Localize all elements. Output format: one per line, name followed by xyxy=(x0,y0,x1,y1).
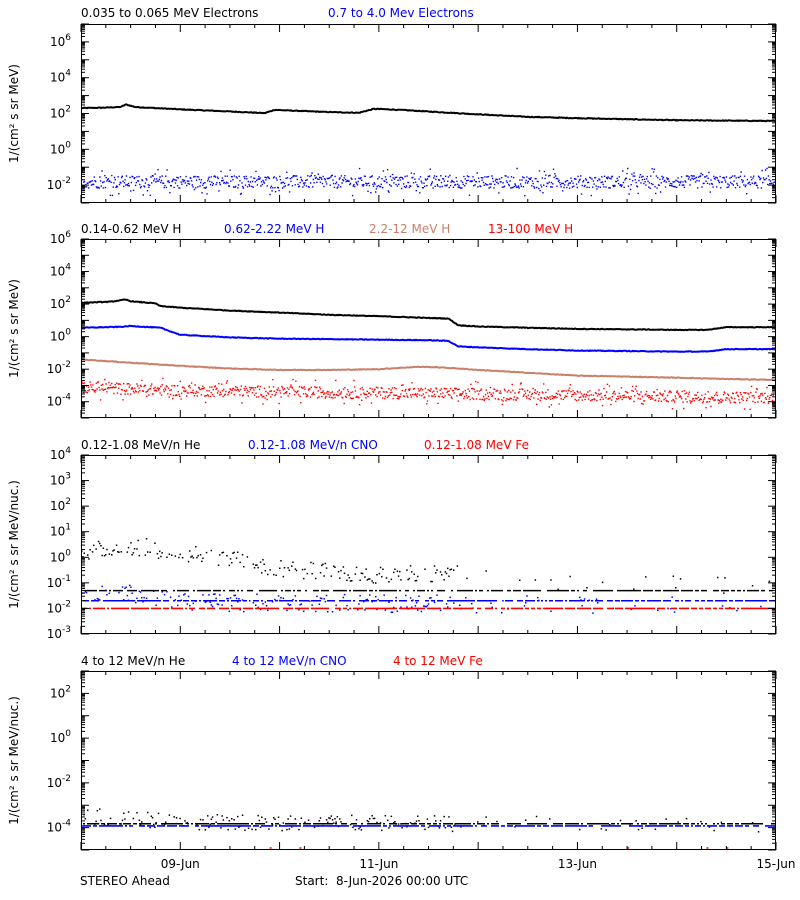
y-axis-label: 1/(cm² s sr MeV/nuc.) xyxy=(7,480,21,609)
y-tick-label: 102 xyxy=(50,684,71,700)
legend-entry: 4 to 12 MeV/n CNO xyxy=(232,654,347,668)
series-0-7-to-4-0-mev-electrons xyxy=(81,167,776,197)
legend-entry: 0.035 to 0.065 MeV Electrons xyxy=(81,6,258,20)
footer-start-time: Start: 8-Jun-2026 00:00 UTC xyxy=(295,874,469,888)
y-tick-label: 10-3 xyxy=(47,625,71,641)
panel-4: 10-4 10-2 100 102 1/(cm² s sr MeV/nuc.) 4 to … xyxy=(7,654,777,851)
y-axis-label: 1/(cm² s sr MeV) xyxy=(7,279,21,378)
y-tick-label: 103 xyxy=(50,472,71,488)
legend-entry: 0.14-0.62 MeV H xyxy=(81,222,181,236)
y-tick-label: 106 xyxy=(50,230,71,246)
y-tick-label: 100 xyxy=(50,140,71,156)
y-tick-label: 106 xyxy=(50,33,71,49)
series-0-12-1-08-mev-n-he xyxy=(81,538,776,594)
series-0-14-0-62-mev-h xyxy=(81,298,776,332)
legend-entry: 4 to 12 MeV Fe xyxy=(393,654,483,668)
y-tick-label: 102 xyxy=(50,295,71,311)
series-4-to-12-mev-n-he xyxy=(83,808,776,833)
y-tick-label: 102 xyxy=(50,497,71,513)
y-axis-label: 1/(cm² s sr MeV) xyxy=(7,64,21,163)
y-tick-label: 100 xyxy=(50,328,71,344)
panel-2: 10-4 10-2 100 102 104 106 1/(cm² s sr MeV) 0.14… xyxy=(7,222,777,419)
footer-spacecraft: STEREO Ahead xyxy=(80,874,170,888)
legend-entry: 0.7 to 4.0 Mev Electrons xyxy=(328,6,474,20)
panel-4-series xyxy=(81,808,776,849)
y-tick-label: 10-2 xyxy=(47,360,71,376)
panel-2-series xyxy=(81,298,776,410)
legend-entry: 0.12-1.08 MeV Fe xyxy=(424,438,529,452)
y-tick-label: 104 xyxy=(50,263,71,279)
legend-entry: 0.62-2.22 MeV H xyxy=(224,222,324,236)
legend-entry: 0.12-1.08 MeV/n CNO xyxy=(248,438,378,452)
y-tick-label: 102 xyxy=(50,105,71,121)
y-tick-label: 104 xyxy=(50,446,71,462)
y-tick-label: 10-2 xyxy=(47,176,71,192)
y-tick-label: 100 xyxy=(50,548,71,564)
x-tick-label: 09-Jun xyxy=(161,857,200,871)
panel-3-series xyxy=(81,538,776,614)
panel-1-series xyxy=(81,103,776,197)
series-0-62-2-22-mev-h xyxy=(81,324,776,353)
y-tick-label: 104 xyxy=(50,69,71,85)
y-tick-label: 10-4 xyxy=(47,819,72,835)
series-2-2-12-mev-h xyxy=(81,358,776,382)
panel-3: 10-3 10-2 10-1 100 101 102 103 104 1/(cm² s sr M… xyxy=(7,438,777,641)
series-0-035-to-0-065-mev-electrons xyxy=(81,103,776,123)
y-tick-label: 10-1 xyxy=(47,574,71,590)
y-tick-label: 10-2 xyxy=(47,774,71,790)
x-tick-label: 11-Jun xyxy=(359,857,398,871)
legend-entry: 13-100 MeV H xyxy=(488,222,573,236)
legend-entry: 2.2-12 MeV H xyxy=(369,222,450,236)
legend-entry: 0.12-1.08 MeV/n He xyxy=(81,438,200,452)
y-tick-label: 101 xyxy=(50,523,71,539)
series-13-100-mev-h xyxy=(81,377,776,410)
legend-entry: 4 to 12 MeV/n He xyxy=(81,654,185,668)
x-tick-label: 15-Jun xyxy=(756,857,795,871)
y-axis-label: 1/(cm² s sr MeV/nuc.) xyxy=(7,696,21,825)
y-tick-label: 10-2 xyxy=(47,599,71,615)
panel-3-frame xyxy=(81,455,776,634)
y-tick-label: 10-4 xyxy=(47,393,72,409)
panel-1: 10-2 100 102 104 106 1/(cm² s sr MeV) 0.035 to… xyxy=(7,6,777,204)
x-tick-label: 13-Jun xyxy=(558,857,597,871)
y-tick-label: 100 xyxy=(50,729,71,745)
